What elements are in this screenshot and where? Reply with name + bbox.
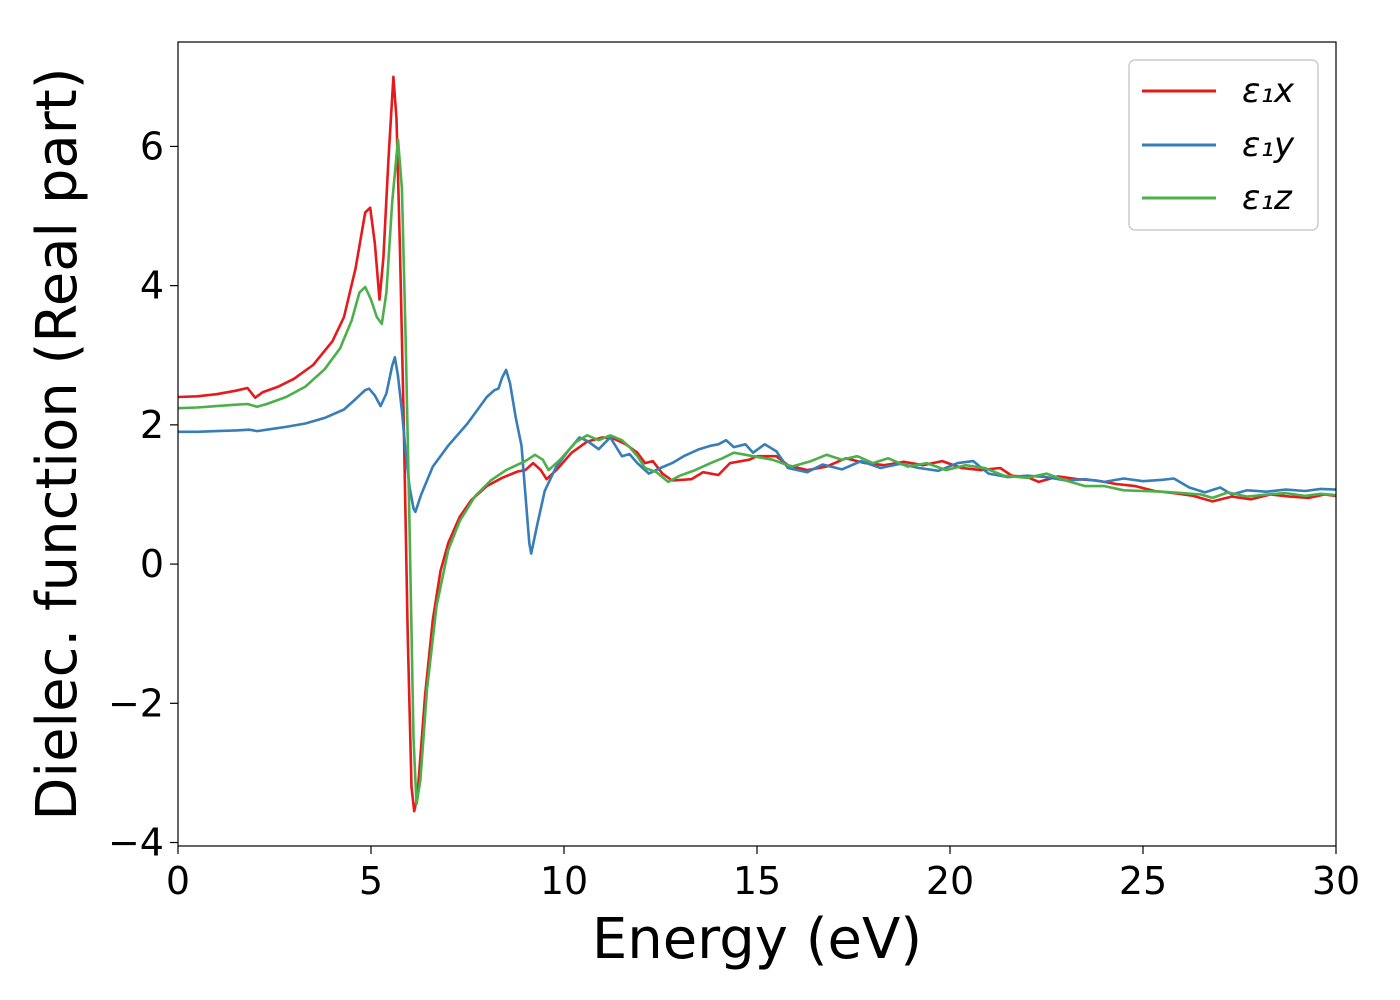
y-tick-label: 2 (140, 403, 164, 447)
legend-label-x: ε₁x (1242, 71, 1295, 111)
x-tick-label: 20 (926, 859, 974, 903)
y-tick-label: 6 (140, 124, 164, 168)
x-tick-label: 5 (359, 859, 383, 903)
legend-box (1128, 59, 1319, 231)
series-line-eps1z (178, 138, 1336, 806)
x-axis: 0 5 10 15 20 25 30 (166, 846, 1360, 903)
y-tick-label: 4 (140, 264, 164, 308)
x-tick-label: 15 (733, 859, 781, 903)
y-axis: −4 −2 0 2 4 6 (108, 124, 178, 865)
y-tick-label: −4 (108, 821, 164, 865)
x-tick-label: 10 (540, 859, 588, 903)
legend-label-y: ε₁y (1242, 125, 1295, 165)
legend: ε₁x ε₁y ε₁z (1128, 59, 1319, 231)
series-line-eps1x (178, 75, 1336, 813)
x-tick-label: 25 (1119, 859, 1167, 903)
legend-label-z: ε₁z (1242, 178, 1293, 218)
x-tick-label: 0 (166, 859, 190, 903)
x-tick-label: 30 (1312, 859, 1360, 903)
y-tick-label: −2 (108, 681, 164, 725)
y-tick-label: 0 (140, 542, 164, 586)
x-axis-label: Energy (eV) (592, 907, 922, 972)
y-axis-label: Dielec. function (Real part) (25, 67, 90, 820)
series-layer (178, 75, 1336, 813)
